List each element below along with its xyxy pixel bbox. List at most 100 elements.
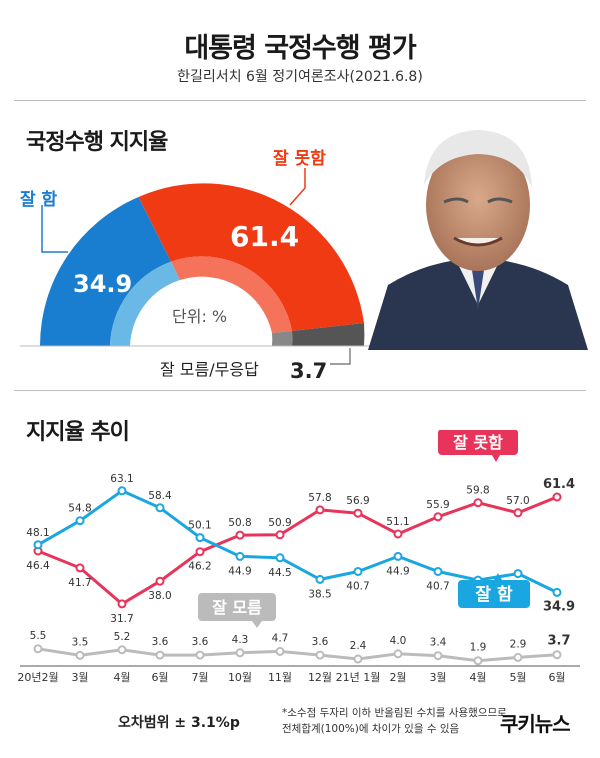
page-subtitle: 한길리서치 6월 정기여론조사(2021.6.8) [177,69,423,85]
donut-good-inner [110,261,180,346]
x-tick-label: 6월 [548,671,565,684]
series-line-good [37,489,558,594]
data-label-good: 38.5 [308,588,331,600]
data-label-bad: 55.9 [426,499,449,511]
margin-of-error: 오차범위 ± 3.1%p [118,715,240,731]
data-label-unknown: 3.6 [312,636,329,648]
donut-bad-label: 잘 못함 [273,148,326,169]
series-line-bad [37,495,558,606]
data-point-unknown [473,656,483,666]
data-label-bad: 51.1 [386,516,409,528]
data-label-bad: 38.0 [148,590,171,602]
x-tick-label: 3월 [71,671,88,684]
donut-bad-value: 61.4 [230,220,299,253]
data-point-good [275,553,285,563]
footnote: *소수점 두자리 이하 반올림된 수치를 사용했으므로 전체합계(100%)에 … [282,705,507,737]
data-label-unknown: 5.2 [114,631,131,643]
data-point-bad [315,505,325,515]
data-point-unknown [393,649,403,659]
data-label-bad: 46.4 [26,560,50,572]
footnote-line2: 전체합계(100%)에 차이가 있을 수 있음 [282,723,460,735]
x-tick-label: 11월 [268,671,292,684]
data-point-unknown [33,644,43,654]
data-point-bad [275,530,285,540]
series-line-unknown [37,647,558,663]
data-point-unknown [353,654,363,664]
donut-good-label: 잘 함 [20,189,58,210]
data-point-good [33,540,43,550]
data-label-unknown: 1.9 [470,642,487,654]
data-point-bad [393,529,403,539]
data-label-unknown: 3.7 [547,634,570,649]
x-tick-label: 2월 [389,671,406,684]
x-tick-label: 7월 [191,671,208,684]
footnote-line1: *소수점 두자리 이하 반올림된 수치를 사용했으므로 [282,707,507,719]
x-tick-label: 20년2월 [17,671,58,684]
data-point-bad [473,498,483,508]
x-tick-label: 12월 [308,671,332,684]
x-tick-label: 4월 [469,671,486,684]
donut-bad-arc [138,183,364,331]
data-label-bad: 46.2 [188,561,211,573]
unknown-tag-box [198,593,276,621]
data-point-good [552,587,562,597]
bad-tag-box [438,430,518,455]
donut-chart: 잘 함 34.9 잘 못함 61.4 단위: % 잘 모름/무응답 3.7 [20,148,370,383]
data-point-unknown [117,645,127,655]
data-label-good: 50.1 [188,520,211,532]
data-label-unknown: 3.6 [192,636,209,648]
data-point-good [393,551,403,561]
x-tick-label: 21년 1월 [336,671,381,684]
data-label-bad: 59.8 [466,485,489,497]
data-point-unknown [155,650,165,660]
data-point-bad [433,512,443,522]
data-label-unknown: 2.4 [350,640,367,652]
data-point-bad [353,508,363,518]
trend-section-title: 지지율 추이 [26,420,130,445]
data-label-good: 44.9 [386,565,409,577]
data-label-unknown: 2.9 [510,638,527,650]
data-point-unknown [513,652,523,662]
data-point-good [433,567,443,576]
good-tag-box [458,580,530,608]
donut-unknown-arc [292,323,365,346]
data-point-bad [117,599,127,609]
data-label-good: 54.8 [68,503,91,515]
x-tick-label: 10월 [228,671,252,684]
data-label-bad: 50.9 [268,517,291,529]
data-point-unknown [75,650,85,660]
data-point-bad [195,547,205,557]
x-tick-label: 6월 [151,671,168,684]
good-tag: 잘 함 [475,584,513,605]
data-label-bad: 61.4 [543,477,575,492]
data-point-unknown [275,646,285,656]
data-label-unknown: 3.6 [152,636,169,648]
page-title: 대통령 국정수행 평가 [184,33,416,64]
data-point-bad [155,576,165,586]
president-portrait-image [368,130,588,350]
data-point-unknown [195,650,205,660]
data-label-good: 48.1 [26,527,49,539]
data-label-good: 34.9 [543,599,575,614]
data-label-unknown: 4.7 [272,632,289,644]
data-label-bad: 50.8 [228,517,251,529]
data-label-bad: 41.7 [68,577,91,589]
trend-chart: 20년2월 3월 4월 6월 7월 10월 11월 12월 21년 1월 2월 3월 4월 5월 6월 4… [17,430,580,684]
bad-tag: 잘 못함 [453,433,503,452]
donut-section-title: 국정수행 지지율 [26,130,168,155]
data-label-bad: 57.0 [506,495,529,507]
data-label-good: 58.4 [148,490,172,502]
data-point-good [315,574,325,584]
data-label-good: 40.7 [426,581,449,593]
data-point-unknown [433,651,443,661]
donut-unknown-inner [272,331,293,346]
data-point-bad [552,492,562,502]
donut-good-arc [40,197,172,346]
data-label-good: 40.7 [346,581,369,593]
data-label-unknown: 5.5 [30,630,47,642]
data-label-bad: 57.8 [308,492,331,504]
donut-unknown-value: 3.7 [290,359,327,383]
data-point-bad [513,508,523,518]
data-label-unknown: 4.0 [390,635,407,647]
data-point-good [513,569,523,579]
